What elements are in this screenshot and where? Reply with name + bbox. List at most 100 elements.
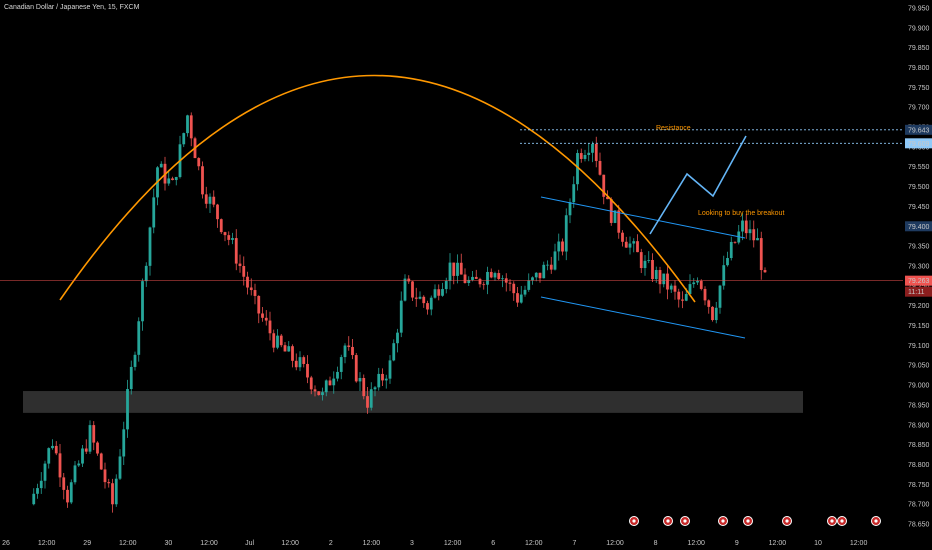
candle-body	[73, 465, 77, 483]
support-zone[interactable]	[23, 391, 803, 413]
candle-body	[343, 345, 347, 358]
price-tick-label: 79.200	[908, 303, 930, 310]
candle-body	[628, 243, 632, 248]
countdown-tag: 11:11	[908, 289, 925, 296]
candle-body	[583, 155, 587, 159]
event-marker-icon[interactable]	[871, 516, 881, 526]
price-tick-label: 79.700	[908, 105, 930, 112]
candle-body	[43, 463, 47, 481]
candle-body	[384, 378, 388, 381]
countdown-tag-bg	[905, 286, 932, 297]
event-marker-icon[interactable]	[663, 516, 673, 526]
candle-body	[122, 429, 126, 457]
event-marker-icon[interactable]	[680, 516, 690, 526]
chart-title: Canadian Dollar / Japanese Yen, 15, FXCM	[4, 4, 140, 11]
candle-body	[639, 252, 643, 269]
time-tick-label: 12:00	[363, 540, 381, 547]
candle-body	[347, 345, 351, 347]
candle-body	[587, 152, 591, 156]
time-tick-label: 2	[329, 540, 333, 547]
candle-body	[403, 278, 407, 301]
candle-body	[152, 197, 156, 228]
time-tick-label: 9	[735, 540, 739, 547]
candle-body	[339, 357, 343, 372]
candle-body	[711, 306, 714, 321]
current-price-tag: 79.263	[908, 278, 930, 285]
time-tick-label: 12:00	[525, 540, 543, 547]
candle-body	[291, 346, 294, 361]
candle-body	[219, 219, 223, 233]
candle-body	[84, 448, 88, 452]
candle-body	[677, 291, 681, 300]
time-tick-label: 12:00	[119, 540, 137, 547]
candle-body	[99, 453, 103, 470]
candle-body	[377, 373, 381, 388]
time-axis[interactable]	[0, 528, 903, 550]
event-marker-icon[interactable]	[827, 516, 837, 526]
candle-body	[594, 143, 598, 161]
candle-body	[534, 272, 538, 278]
price-tick-label: 78.850	[908, 442, 930, 449]
candle-body	[688, 284, 692, 295]
candle-body	[197, 158, 201, 167]
candle-body	[216, 204, 219, 220]
candle-body	[223, 232, 227, 236]
price-tick-label: 79.800	[908, 65, 930, 72]
candle-body	[81, 448, 84, 464]
candle-body	[321, 392, 324, 396]
candle-body	[602, 174, 606, 197]
candle-body	[681, 299, 684, 301]
candle-body	[486, 271, 489, 285]
candle-body	[576, 153, 579, 185]
price-axis[interactable]	[903, 0, 932, 550]
event-marker-icon[interactable]	[743, 516, 753, 526]
channel-lower-line[interactable]	[540, 296, 746, 339]
candle-body	[96, 442, 99, 454]
candle-body	[369, 389, 373, 408]
price-tick-label: 78.650	[908, 522, 930, 529]
event-marker-icon[interactable]	[718, 516, 728, 526]
candle-body	[763, 270, 767, 273]
event-marker-icon[interactable]	[782, 516, 792, 526]
candle-body	[32, 493, 36, 505]
candle-body	[392, 343, 396, 361]
candle-body	[249, 287, 253, 291]
candle-body	[426, 303, 429, 310]
candle-body	[714, 307, 718, 321]
candle-body	[632, 241, 636, 244]
candle-body	[722, 265, 726, 286]
candle-body	[111, 483, 114, 505]
time-tick-label: 7	[572, 540, 576, 547]
time-tick-label: 6	[491, 540, 495, 547]
price-tick-label: 79.350	[908, 244, 930, 251]
channel-upper-line[interactable]	[540, 196, 746, 239]
price-tick-label: 79.450	[908, 204, 930, 211]
event-marker-icon[interactable]	[837, 516, 847, 526]
price-tick-label: 79.500	[908, 184, 930, 191]
resistance-2-tag: 79.609	[908, 141, 930, 148]
rounding-top-arc[interactable]	[59, 74, 696, 303]
price-tick-label: 79.300	[908, 263, 930, 270]
candle-body	[527, 280, 531, 290]
candle-body	[317, 391, 321, 396]
candle-body	[373, 387, 377, 390]
resistance-annotation: Resistance	[656, 125, 691, 132]
candle-body	[36, 488, 39, 494]
candle-body	[482, 284, 486, 286]
candle-body	[92, 425, 96, 443]
candle-body	[69, 482, 73, 503]
candle-body	[51, 445, 54, 449]
candle-body	[103, 469, 107, 483]
breakout-projection[interactable]	[649, 135, 747, 235]
candle-body	[703, 288, 707, 301]
candle-body	[167, 178, 171, 184]
price-tick-label: 79.750	[908, 85, 930, 92]
time-tick-label: 10	[814, 540, 822, 547]
candle-body	[141, 281, 144, 322]
candle-body	[148, 227, 152, 266]
current-price-tag-bg	[905, 275, 932, 286]
event-marker-icon[interactable]	[629, 516, 639, 526]
candle-body	[591, 143, 594, 153]
candle-body	[692, 282, 696, 285]
